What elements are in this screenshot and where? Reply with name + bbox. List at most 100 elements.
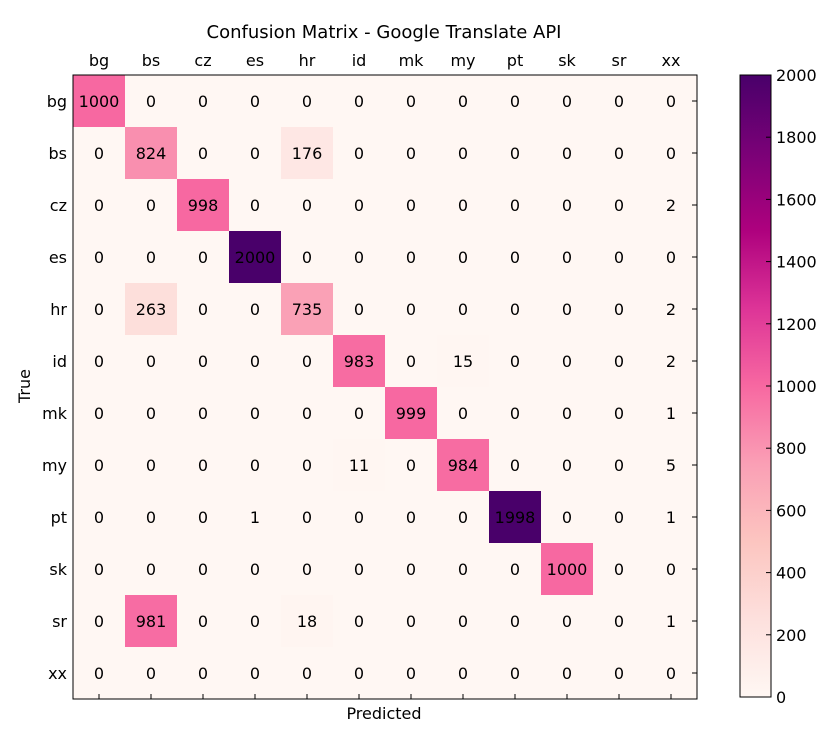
heatmap-cell [385, 387, 437, 439]
y-axis-ticks: bg bs cz es hr id mk my pt sk sr xx [42, 92, 697, 683]
heatmap-cell [385, 127, 437, 179]
cell-value-label: 984 [448, 456, 479, 475]
cell-value-label: 0 [614, 92, 624, 111]
cell-value-label: 1000 [79, 92, 120, 111]
y-tick-label: sk [49, 560, 67, 579]
y-tick-label: bg [47, 92, 67, 111]
colorbar: 0 200 400 600 800 1000 1200 1400 1600 1800 2000 [739, 66, 817, 707]
heatmap-cell [385, 439, 437, 491]
x-tick-label: my [450, 51, 475, 70]
heatmap-cell [125, 387, 177, 439]
plot-frame [72, 74, 698, 700]
y-tick-label: mk [42, 404, 68, 423]
cell-value-label: 0 [458, 612, 468, 631]
cell-value-label: 0 [94, 612, 104, 631]
heatmap-cell [645, 543, 697, 595]
cell-value-label: 0 [198, 300, 208, 319]
heatmap-cell [125, 439, 177, 491]
heatmap-cell [333, 647, 385, 699]
heatmap-cell [437, 127, 489, 179]
heatmap-cell [281, 127, 333, 179]
cell-value-label: 0 [614, 352, 624, 371]
heatmap-cell [489, 335, 541, 387]
colorbar-tick-label: 400 [776, 564, 807, 583]
heatmap-cell [645, 179, 697, 231]
y-tick-label: xx [48, 664, 67, 683]
y-tick-label: bs [49, 144, 68, 163]
heatmap-cell [73, 283, 125, 335]
cell-value-label: 0 [614, 196, 624, 215]
cell-value-label: 0 [510, 560, 520, 579]
x-axis-ticks: bg bs cz es hr id mk my pt sk sr xx [89, 51, 680, 699]
colorbar-tick-label: 200 [776, 626, 807, 645]
cell-value-label: 0 [302, 404, 312, 423]
heatmap-cell [385, 231, 437, 283]
cell-value-label: 0 [302, 196, 312, 215]
heatmap-cell [385, 491, 437, 543]
cell-value-label: 0 [406, 352, 416, 371]
cell-value-label: 0 [250, 196, 260, 215]
heatmap-cell [489, 75, 541, 127]
heatmap-cell [489, 283, 541, 335]
heatmap-cell [437, 179, 489, 231]
heatmap-cell [593, 491, 645, 543]
heatmap-cell [385, 283, 437, 335]
cell-value-label: 0 [406, 92, 416, 111]
heatmap-cell [333, 127, 385, 179]
heatmap-cell [437, 595, 489, 647]
cell-value-label: 11 [349, 456, 369, 475]
heatmap-cell [541, 283, 593, 335]
heatmap-cell [177, 439, 229, 491]
heatmap-cell [125, 75, 177, 127]
heatmap-cell [541, 543, 593, 595]
heatmap-cell [73, 179, 125, 231]
cell-value-label: 0 [562, 664, 572, 683]
heatmap-cell [489, 387, 541, 439]
heatmap-cell [541, 75, 593, 127]
heatmap-cell [177, 231, 229, 283]
cell-value-label: 0 [510, 456, 520, 475]
heatmap-cell [177, 335, 229, 387]
cell-value-label: 0 [146, 248, 156, 267]
cell-value-label: 0 [354, 560, 364, 579]
cell-value-label: 0 [354, 248, 364, 267]
heatmap-cell [541, 179, 593, 231]
cell-value-label: 0 [614, 612, 624, 631]
heatmap-cell [73, 595, 125, 647]
cell-value-label: 0 [250, 456, 260, 475]
colorbar-tick-label: 1800 [776, 128, 817, 147]
cell-value-label: 0 [250, 404, 260, 423]
heatmap-cell [437, 543, 489, 595]
heatmap-cell [385, 75, 437, 127]
heatmap-cell [229, 387, 281, 439]
heatmap-cell [385, 179, 437, 231]
heatmap-cell [437, 387, 489, 439]
cell-value-label: 0 [354, 664, 364, 683]
x-tick-label: hr [299, 51, 316, 70]
cell-value-label: 0 [614, 560, 624, 579]
cell-value-label: 1 [666, 404, 676, 423]
heatmap-cell [333, 335, 385, 387]
cell-value-label: 0 [146, 456, 156, 475]
cell-value-label: 0 [458, 196, 468, 215]
heatmap-cell [125, 127, 177, 179]
cell-value-label: 0 [614, 508, 624, 527]
cell-value-label: 0 [562, 612, 572, 631]
heatmap-cell [281, 439, 333, 491]
cell-value-label: 18 [297, 612, 317, 631]
heatmap-cell [229, 491, 281, 543]
cell-value-label: 0 [354, 612, 364, 631]
heatmap-cell [73, 439, 125, 491]
heatmap-cell [333, 75, 385, 127]
cell-value-label: 0 [302, 508, 312, 527]
cell-value-label: 0 [250, 300, 260, 319]
y-tick-label: sr [52, 612, 67, 631]
cell-value-label: 0 [198, 352, 208, 371]
y-tick-label: my [42, 456, 67, 475]
cell-value-label: 2000 [235, 248, 276, 267]
cell-value-label: 0 [198, 456, 208, 475]
heatmap-cell [437, 231, 489, 283]
cell-value-label: 0 [406, 144, 416, 163]
heatmap-cell [645, 231, 697, 283]
